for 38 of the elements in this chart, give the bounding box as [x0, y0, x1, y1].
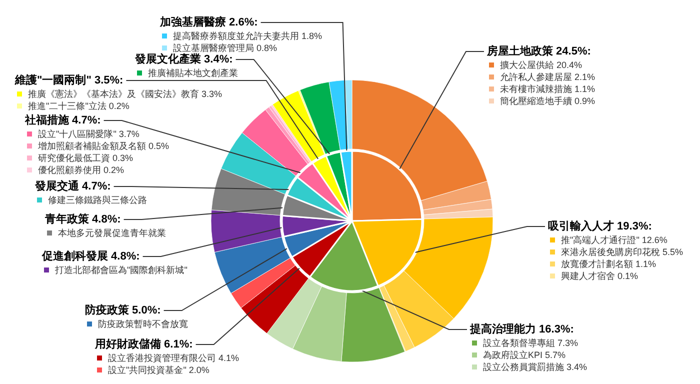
legend-label: 放寬優才計劃名額 1.1% — [561, 259, 656, 269]
legend-label: 增加照顧者補貼金額及名額 0.5% — [37, 141, 170, 151]
legend-label: 設立"共同投資基金" 2.0% — [108, 365, 210, 375]
legend-label: 為政府設立KPI 5.7% — [483, 350, 566, 360]
slice-label: 房屋土地政策 24.5%: — [486, 44, 591, 58]
legend-label: 簡化壓縮造地手續 0.9% — [500, 96, 596, 106]
legend-label: 來港永居後免購房印花稅 5.5% — [561, 247, 684, 257]
slice-label: 提高治理能力 16.3%: — [469, 322, 574, 336]
legend-label: 未有樓市減辣措施 1.1% — [500, 84, 596, 94]
legend-label: 興建人才宿舍 0.1% — [561, 271, 638, 281]
legend-label: 推"高端人才通行證" 12.6% — [561, 235, 668, 245]
slice-label: 用好財政儲備 6.1%: — [94, 338, 193, 350]
slice-label: 加強基層醫療 2.6%: — [159, 16, 258, 28]
slice-label: 發展交通 4.7%: — [34, 180, 111, 192]
legend-label: 優化照顧券使用 0.2% — [38, 165, 124, 175]
slice-label: 防疫政策 5.0%: — [85, 304, 161, 316]
legend-label: 擴大公屋供給 20.4% — [500, 60, 582, 70]
slice-label: 吸引輸入人才 19.3%: — [548, 220, 652, 232]
legend-label: 設立公務員賞罰措施 3.4% — [483, 362, 588, 372]
legend-label: 推進"二十三條"立法 0.2% — [28, 101, 130, 111]
legend-label: 防疫政策暫時不會放寬 — [98, 319, 188, 329]
legend-label: 提高醫療券額度並允許夫妻共用 1.8% — [173, 31, 322, 41]
legend-label: 設立香港投資管理有限公司 4.1% — [108, 353, 240, 363]
legend-label: 修建三條鐵路與三條公路 — [48, 195, 147, 205]
slice-label: 青年政策 4.8%: — [44, 212, 121, 226]
legend-label: 設立各類督導專組 7.3% — [483, 338, 578, 348]
slice-label: 發展文化產業 3.4%: — [134, 52, 233, 66]
slice-label: 社福措施 4.7%: — [24, 114, 101, 126]
legend-label: 設立基層醫療管理局 0.8% — [173, 43, 278, 53]
legend-label: 打造北部都會區為"國際創科新城" — [54, 265, 188, 275]
legend-label: 推廣補貼本地文創產業 — [148, 68, 238, 78]
legend-label: 設立"十八區關愛隊" 3.7% — [38, 129, 140, 139]
legend-label: 本地多元發展促進青年就業 — [58, 228, 166, 238]
legend-label: 推廣《憲法》《基本法》及《國安法》教育 3.3% — [28, 89, 222, 99]
slice-label: 促進創科發展 4.8%: — [41, 250, 140, 262]
legend-label: 研究優化最低工資 0.3% — [38, 153, 134, 163]
legend-label: 允許私人參建居屋 2.1% — [500, 72, 596, 82]
slice-label: 維護"一國兩制" 3.5%: — [14, 74, 124, 86]
